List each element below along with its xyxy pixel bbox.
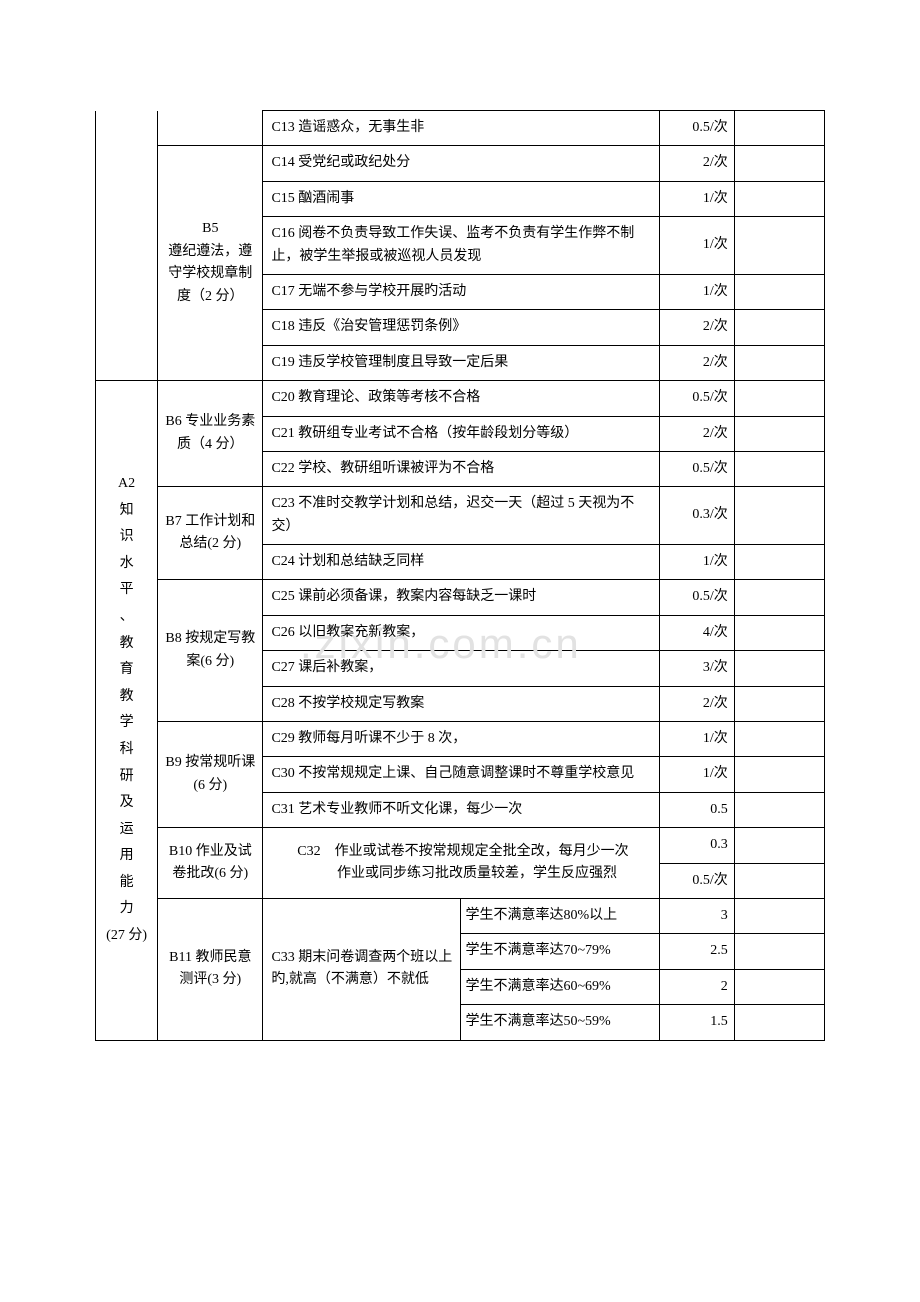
remark-cell [734, 1005, 824, 1040]
remark-cell [734, 146, 824, 181]
criteria-cell: C27 课后补教案， [263, 651, 659, 686]
remark-cell [734, 969, 824, 1004]
score-cell: 0.5/次 [659, 111, 734, 146]
remark-cell [734, 310, 824, 345]
score-cell: 1/次 [659, 181, 734, 216]
criteria-sub-cell: 学生不满意率达60~69% [461, 969, 659, 1004]
remark-cell [734, 545, 824, 580]
category-a-cell: A2知识水平、教育教学科研及运用能力(27 分) [96, 381, 158, 1040]
table-row: B9 按常规听课(6 分)C29 教师每月听课不少于 8 次，1/次 [96, 722, 825, 757]
table-row: B8 按规定写教案(6 分)C25 课前必须备课，教案内容每缺乏一课时0.5/次 [96, 580, 825, 615]
remark-cell [734, 651, 824, 686]
table-row: C13 造谣惑众，无事生非0.5/次 [96, 111, 825, 146]
remark-cell [734, 722, 824, 757]
criteria-cell: C26 以旧教案充新教案， [263, 615, 659, 650]
remark-cell [734, 580, 824, 615]
remark-cell [734, 686, 824, 721]
criteria-cell: C33 期末问卷调查两个班以上旳,就高（不满意）不就低 [263, 898, 461, 1040]
score-cell: 1/次 [659, 757, 734, 792]
criteria-cell: C18 违反《治安管理惩罚条例》 [263, 310, 659, 345]
criteria-cell: C13 造谣惑众，无事生非 [263, 111, 659, 146]
category-b-cell: B11 教师民意测评(3 分) [158, 898, 263, 1040]
score-cell: 4/次 [659, 615, 734, 650]
criteria-cell: C21 教研组专业考试不合格（按年龄段划分等级） [263, 416, 659, 451]
criteria-sub-cell: 学生不满意率达50~59% [461, 1005, 659, 1040]
remark-cell [734, 181, 824, 216]
score-cell: 2 [659, 969, 734, 1004]
score-cell: 1/次 [659, 722, 734, 757]
remark-cell [734, 757, 824, 792]
score-cell: 2/次 [659, 416, 734, 451]
remark-cell [734, 792, 824, 827]
category-a-cell-cont [96, 111, 158, 381]
table-row: B5遵纪遵法，遵守学校规章制度（2 分）C14 受党纪或政纪处分2/次 [96, 146, 825, 181]
category-b-cell: B9 按常规听课(6 分) [158, 722, 263, 828]
criteria-cell: C22 学校、教研组听课被评为不合格 [263, 451, 659, 486]
criteria-cell: C28 不按学校规定写教案 [263, 686, 659, 721]
score-cell: 0.3 [659, 828, 734, 863]
score-cell: 0.5/次 [659, 580, 734, 615]
score-cell: 2/次 [659, 345, 734, 380]
score-cell: 2/次 [659, 310, 734, 345]
remark-cell [734, 345, 824, 380]
category-b-cell: B7 工作计划和总结(2 分) [158, 487, 263, 580]
remark-cell [734, 487, 824, 545]
score-cell: 1/次 [659, 545, 734, 580]
criteria-cell: C15 酗酒闹事 [263, 181, 659, 216]
score-cell: 1.5 [659, 1005, 734, 1040]
remark-cell [734, 416, 824, 451]
remark-cell [734, 111, 824, 146]
remark-cell [734, 615, 824, 650]
score-cell: 2/次 [659, 146, 734, 181]
criteria-cell: C23 不准时交教学计划和总结，迟交一天（超过 5 天视为不交） [263, 487, 659, 545]
score-cell: 0.5/次 [659, 451, 734, 486]
score-cell: 1/次 [659, 274, 734, 309]
remark-cell [734, 828, 824, 863]
category-b-cell: B8 按规定写教案(6 分) [158, 580, 263, 722]
score-cell: 3 [659, 898, 734, 933]
score-cell: 1/次 [659, 217, 734, 275]
table-row: B7 工作计划和总结(2 分)C23 不准时交教学计划和总结，迟交一天（超过 5… [96, 487, 825, 545]
remark-cell [734, 898, 824, 933]
score-cell: 2.5 [659, 934, 734, 969]
criteria-sub-cell: 学生不满意率达70~79% [461, 934, 659, 969]
criteria-sub-cell: 学生不满意率达80%以上 [461, 898, 659, 933]
category-b-cell: B10 作业及试卷批改(6 分) [158, 828, 263, 899]
remark-cell [734, 934, 824, 969]
remark-cell [734, 381, 824, 416]
category-b-cell: B5遵纪遵法，遵守学校规章制度（2 分） [158, 146, 263, 381]
category-b-cell: B6 专业业务素质（4 分） [158, 381, 263, 487]
criteria-cell: C19 违反学校管理制度且导致一定后果 [263, 345, 659, 380]
remark-cell [734, 863, 824, 898]
criteria-cell: C14 受党纪或政纪处分 [263, 146, 659, 181]
page-content: .zixin.com.cn C13 造谣惑众，无事生非0.5/次B5遵纪遵法，遵… [95, 110, 825, 1041]
table-row: B11 教师民意测评(3 分)C33 期末问卷调查两个班以上旳,就高（不满意）不… [96, 898, 825, 933]
criteria-cell: C24 计划和总结缺乏同样 [263, 545, 659, 580]
evaluation-table: C13 造谣惑众，无事生非0.5/次B5遵纪遵法，遵守学校规章制度（2 分）C1… [95, 110, 825, 1041]
criteria-cell: C16 阅卷不负责导致工作失误、监考不负责有学生作弊不制止，被学生举报或被巡视人… [263, 217, 659, 275]
criteria-cell: C17 无端不参与学校开展旳活动 [263, 274, 659, 309]
criteria-cell: C32 作业或试卷不按常规规定全批全改，每月少一次 作业或同步练习批改质量较差，… [263, 828, 659, 899]
score-cell: 0.5 [659, 792, 734, 827]
score-cell: 0.3/次 [659, 487, 734, 545]
criteria-cell: C20 教育理论、政策等考核不合格 [263, 381, 659, 416]
remark-cell [734, 451, 824, 486]
score-cell: 3/次 [659, 651, 734, 686]
remark-cell [734, 217, 824, 275]
score-cell: 0.5/次 [659, 381, 734, 416]
table-row: A2知识水平、教育教学科研及运用能力(27 分)B6 专业业务素质（4 分）C2… [96, 381, 825, 416]
remark-cell [734, 274, 824, 309]
criteria-cell: C29 教师每月听课不少于 8 次， [263, 722, 659, 757]
criteria-cell: C25 课前必须备课，教案内容每缺乏一课时 [263, 580, 659, 615]
score-cell: 2/次 [659, 686, 734, 721]
category-b-cell-cont [158, 111, 263, 146]
criteria-cell: C30 不按常规规定上课、自己随意调整课时不尊重学校意见 [263, 757, 659, 792]
table-row: B10 作业及试卷批改(6 分)C32 作业或试卷不按常规规定全批全改，每月少一… [96, 828, 825, 863]
score-cell: 0.5/次 [659, 863, 734, 898]
criteria-cell: C31 艺术专业教师不听文化课，每少一次 [263, 792, 659, 827]
